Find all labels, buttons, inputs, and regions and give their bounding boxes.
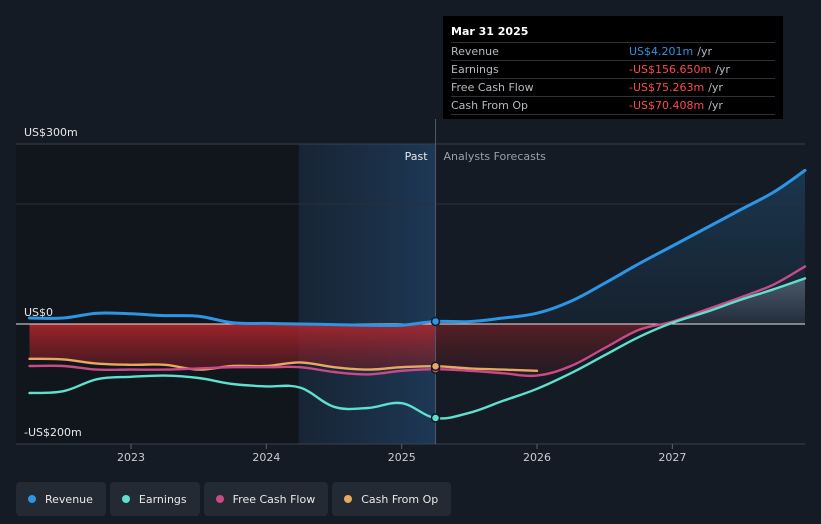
tooltip-row-revenue: Revenue US$4.201m /yr (451, 43, 775, 61)
tooltip-unit: /yr (708, 81, 723, 94)
revenue-marker (430, 316, 441, 327)
legend-label: Revenue (45, 492, 93, 506)
legend-dot-icon (215, 495, 224, 503)
tooltip-value: -US$75.263m (629, 81, 705, 94)
tooltip-unit: /yr (708, 99, 723, 112)
past-highlight-band (298, 144, 436, 444)
tooltip-row-cash-from-op: Cash From Op -US$70.408m /yr (451, 97, 775, 115)
history-background (16, 144, 299, 444)
chart-canvas: US$300m US$0 -US$200m 2023 2024 2025 2026 2027 P… (16, 119, 807, 464)
tooltip-value: -US$156.650m (629, 63, 712, 76)
x-tick-label-2026: 2026 (523, 451, 551, 464)
tooltip-unit: /yr (697, 45, 712, 58)
x-tick-label-2027: 2027 (658, 451, 686, 464)
legend-dot-icon (28, 495, 36, 503)
y-label-300: US$300m (24, 126, 78, 139)
x-tick-label-2025: 2025 (388, 451, 416, 464)
period-label-forecast: Analysts Forecasts (444, 150, 547, 163)
legend-item-free-cash-flow[interactable]: Free Cash Flow (203, 482, 329, 516)
cash-from-op-line (28, 357, 539, 372)
earnings-line (28, 277, 807, 420)
loss-area-forecast (435, 324, 669, 376)
legend-dot-icon (121, 495, 130, 503)
revenue-line (28, 168, 807, 328)
tooltip-value: -US$70.408m (629, 99, 705, 112)
loss-area-past (29, 324, 436, 370)
chart-legend: Revenue Earnings Free Cash Flow Cash Fro… (16, 482, 452, 516)
tooltip-label: Earnings (451, 63, 499, 76)
y-label-neg200: -US$200m (24, 426, 82, 439)
legend-item-earnings[interactable]: Earnings (109, 482, 200, 516)
legend-item-cash-from-op[interactable]: Cash From Op (332, 482, 452, 516)
tooltip-row-earnings: Earnings -US$156.650m /yr (451, 61, 775, 79)
tooltip-date: Mar 31 2025 (451, 22, 775, 43)
tooltip-label: Free Cash Flow (451, 81, 534, 94)
legend-label: Free Cash Flow (232, 492, 316, 506)
earnings-marker (430, 413, 441, 423)
legend-label: Cash From Op (361, 492, 439, 506)
tooltip-label: Cash From Op (451, 99, 529, 112)
tooltip-value: US$4.201m (629, 45, 694, 58)
legend-item-revenue[interactable]: Revenue (16, 482, 106, 516)
tooltip-label: Revenue (451, 45, 499, 58)
revenue-area (435, 170, 805, 324)
period-label-past: Past (405, 150, 429, 163)
x-tick-label-2024: 2024 (252, 451, 280, 464)
tooltip-row-free-cash-flow: Free Cash Flow -US$75.263m /yr (451, 79, 775, 97)
tooltip-panel: Mar 31 2025 Revenue US$4.201m /yr Earnin… (443, 16, 783, 119)
legend-dot-icon (344, 495, 353, 503)
x-tick-label-2023: 2023 (117, 451, 145, 464)
legend-label: Earnings (138, 492, 187, 506)
cash-from-op-marker (430, 361, 441, 371)
y-label-0: US$0 (24, 306, 53, 319)
tooltip-unit: /yr (715, 63, 730, 76)
